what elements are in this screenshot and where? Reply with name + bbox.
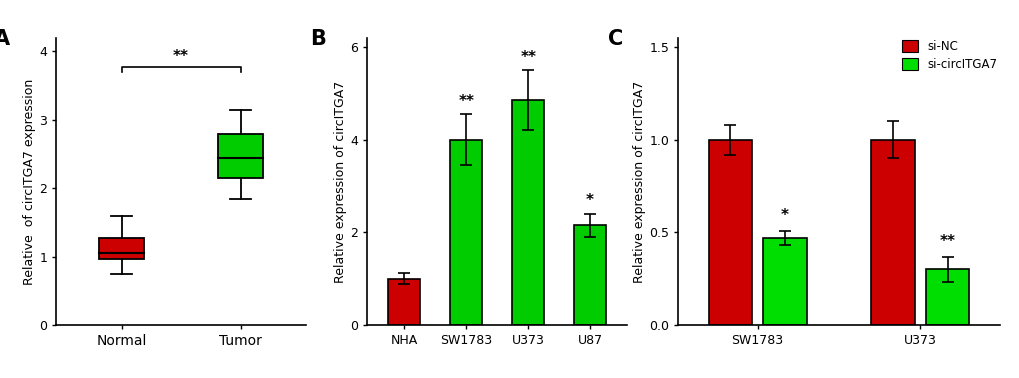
Text: C: C [607,29,623,49]
Bar [99,237,144,259]
Bar [870,140,914,325]
Bar [218,133,263,178]
Text: *: * [781,208,788,223]
Text: **: ** [938,234,955,249]
Bar [449,140,482,325]
Bar [708,140,751,325]
Y-axis label: Relative  of circITGA7 expression: Relative of circITGA7 expression [23,78,37,285]
Bar [762,238,806,325]
Text: **: ** [173,50,189,65]
Y-axis label: Relative expression of circITGA7: Relative expression of circITGA7 [633,80,646,283]
Text: **: ** [520,50,536,65]
Y-axis label: Relative expression of circITGA7: Relative expression of circITGA7 [334,80,347,283]
Legend: si-NC, si-circITGA7: si-NC, si-circITGA7 [899,38,1000,73]
Text: B: B [310,29,325,49]
Text: **: ** [458,94,474,109]
Bar [925,270,968,325]
Bar [574,225,605,325]
Text: *: * [586,193,593,208]
Bar [512,100,544,325]
Text: A: A [0,29,10,49]
Bar [388,279,420,325]
